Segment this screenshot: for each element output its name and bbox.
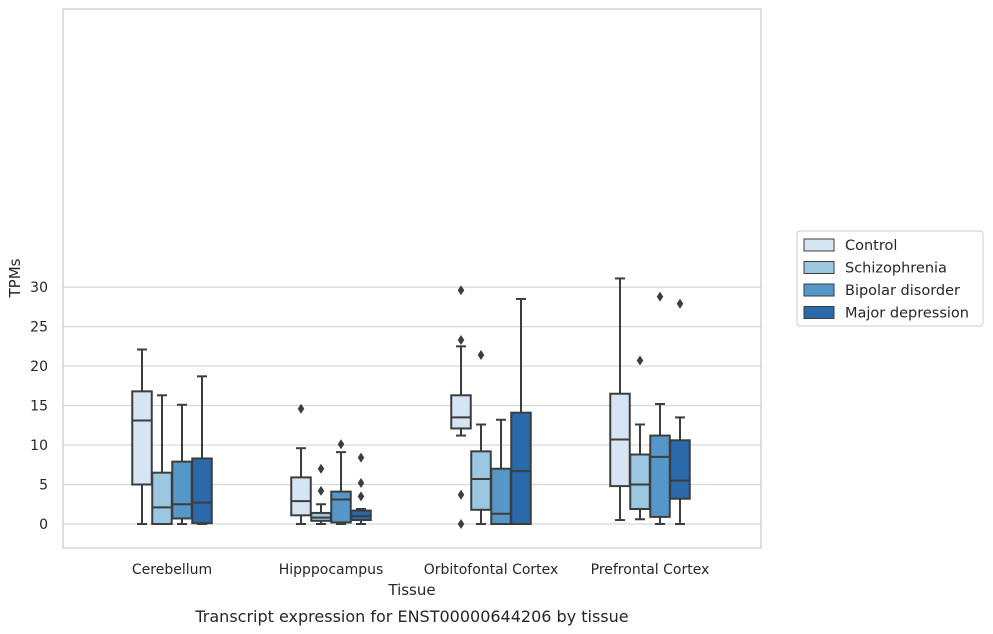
outlier-point [457, 489, 465, 500]
x-tick-labels: Cerebellum Hipppocampus Orbitofontal Corte… [132, 562, 709, 578]
outlier-point [357, 452, 365, 463]
plot-frame [62, 8, 762, 549]
y-tick-label: 25 [30, 320, 48, 336]
outlier-point [297, 403, 305, 414]
box-bipolar-disorder [171, 403, 193, 525]
legend-swatch [803, 238, 835, 252]
box-control [609, 277, 631, 522]
outlier-point [317, 463, 325, 474]
x-tick-label: Cerebellum [132, 562, 212, 578]
box-iqr [669, 439, 691, 500]
y-tick-label: 0 [39, 517, 48, 533]
box-iqr [171, 460, 193, 520]
x-tick-label: Hipppocampus [279, 562, 384, 578]
legend: Control Schizophrenia Bipolar disorder Majo… [796, 230, 984, 327]
legend-swatch [803, 261, 835, 274]
legend-label: Bipolar disorder [845, 283, 960, 299]
box-schizophrenia [310, 463, 332, 525]
box-major-depression [510, 297, 532, 526]
legend-frame [796, 230, 984, 327]
outlier-point [636, 355, 644, 366]
box-iqr [330, 490, 352, 524]
outlier-point [656, 291, 664, 302]
box-schizophrenia [470, 350, 492, 525]
box-iqr [151, 471, 173, 525]
box-iqr [629, 453, 651, 510]
box-iqr [470, 450, 492, 511]
box-iqr [131, 390, 153, 486]
box-control [450, 285, 472, 529]
y-tick-labels: 0 5 10 15 20 25 30 [30, 280, 48, 533]
outlier-point [357, 491, 365, 502]
legend-swatch [803, 306, 835, 319]
y-axis-title: TPMs [6, 258, 24, 298]
x-axis-title: Tissue [387, 581, 435, 599]
y-tick-label: 10 [30, 438, 48, 454]
box-iqr [649, 434, 671, 518]
legend-label: Schizophrenia [845, 261, 947, 277]
box-iqr [191, 457, 213, 525]
box-iqr [450, 394, 472, 430]
outlier-point [457, 285, 465, 296]
box-major-depression [191, 375, 213, 525]
legend-label: Control [845, 238, 897, 254]
box-major-depression [669, 298, 691, 525]
box-control [290, 403, 312, 525]
y-tick-label: 5 [39, 478, 48, 494]
y-tick-label: 20 [30, 359, 48, 375]
box-iqr [290, 476, 312, 517]
box-control [131, 348, 153, 525]
outlier-point [477, 350, 485, 361]
outlier-point [676, 298, 684, 309]
outlier-point [357, 477, 365, 488]
box-series [131, 277, 691, 529]
y-tick-label: 15 [30, 399, 48, 415]
outlier-point [457, 519, 465, 529]
outlier-point [457, 335, 465, 346]
legend-label: Major depression [845, 306, 969, 322]
box-bipolar-disorder [330, 439, 352, 525]
x-tick-label: Prefrontal Cortex [591, 562, 710, 578]
y-tick-label: 30 [30, 280, 48, 296]
box-iqr [510, 411, 532, 526]
outlier-point [337, 439, 345, 450]
x-tick-label: Orbitofontal Cortex [424, 562, 559, 578]
legend-swatch [803, 283, 835, 297]
outlier-point [317, 485, 325, 496]
chart-caption: Transcript expression for ENST0000064420… [194, 607, 628, 626]
box-iqr [490, 467, 512, 525]
box-major-depression [350, 452, 372, 525]
